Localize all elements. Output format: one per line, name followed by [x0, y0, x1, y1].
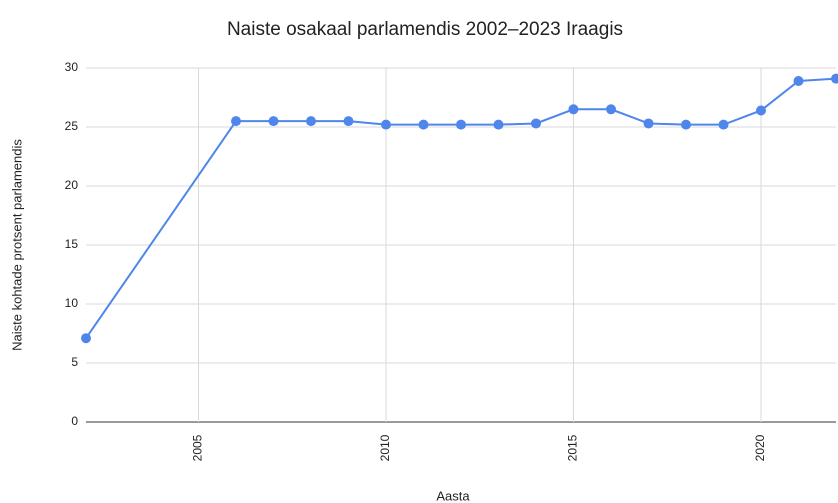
point — [568, 104, 579, 115]
point — [493, 119, 504, 130]
point — [456, 119, 466, 130]
point — [756, 105, 766, 116]
point — [681, 119, 691, 130]
point — [343, 116, 354, 127]
y-tick-label: 20 — [65, 178, 79, 192]
y-tick-label: 30 — [65, 60, 79, 74]
y-tick-label: 15 — [65, 237, 79, 251]
line — [85, 77, 837, 339]
point — [268, 116, 279, 127]
x-axis-label: Aasta — [436, 488, 470, 503]
y-tick-label: 0 — [71, 414, 78, 428]
point — [306, 116, 316, 127]
point — [81, 333, 91, 344]
chart-title: Naiste osakaal parlamendis 2002–2023 Ira… — [227, 19, 623, 40]
point — [643, 118, 654, 129]
point — [606, 104, 616, 115]
x-tick-label: 2020 — [753, 434, 767, 461]
point — [531, 118, 541, 129]
point — [231, 116, 241, 127]
point — [793, 75, 804, 86]
x-tick-label: 2010 — [378, 434, 392, 461]
point — [718, 119, 729, 130]
point — [418, 119, 429, 130]
y-axis-label: Naiste kohtade protsent parlamendis — [9, 139, 24, 351]
y-tick-label: 10 — [65, 296, 79, 310]
y-tick-label: 5 — [71, 355, 78, 369]
point — [831, 73, 838, 84]
y-tick-label: 25 — [65, 119, 79, 133]
x-tick-label: 2005 — [191, 434, 205, 461]
x-tick-label: 2015 — [566, 434, 580, 461]
point — [381, 119, 391, 130]
